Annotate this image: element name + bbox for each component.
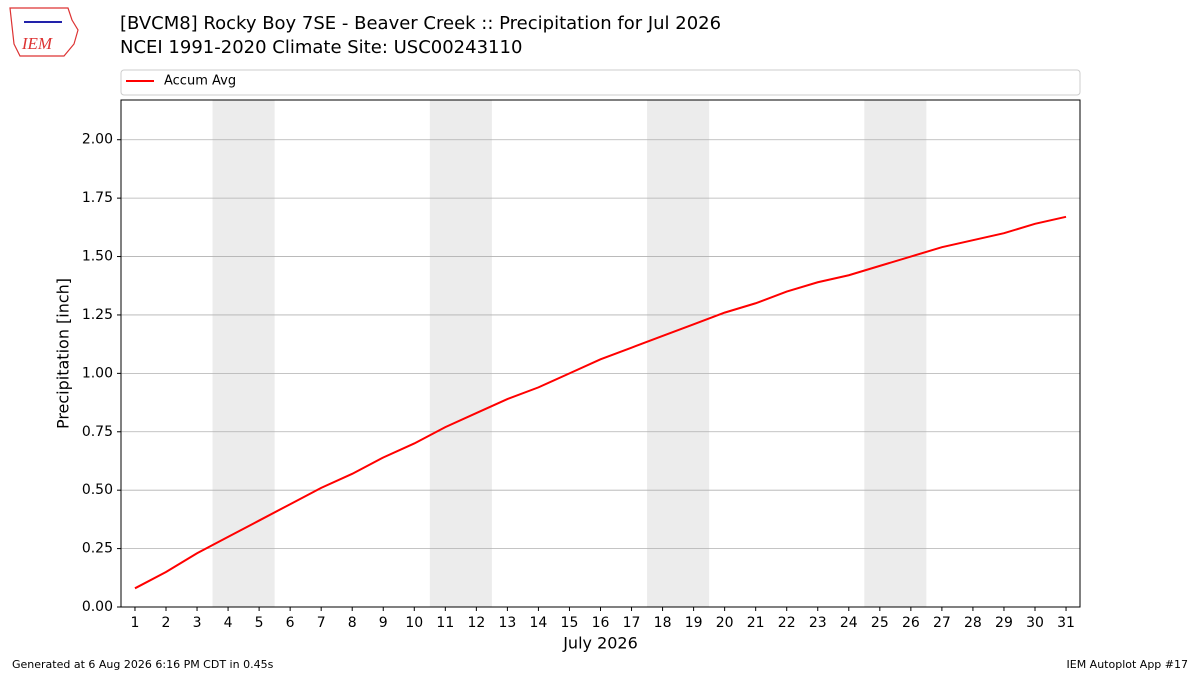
x-tick-label: 26 bbox=[902, 615, 920, 631]
x-tick-label: 17 bbox=[623, 615, 641, 631]
weekend-shade bbox=[212, 100, 275, 607]
x-tick-label: 31 bbox=[1057, 615, 1075, 631]
y-tick-label: 0.00 bbox=[82, 599, 113, 615]
x-tick-label: 29 bbox=[995, 615, 1013, 631]
x-tick-label: 4 bbox=[224, 615, 233, 631]
x-tick-label: 15 bbox=[561, 615, 579, 631]
x-tick-label: 28 bbox=[964, 615, 982, 631]
x-tick-label: 10 bbox=[405, 615, 423, 631]
x-tick-label: 1 bbox=[131, 615, 140, 631]
x-tick-label: 11 bbox=[436, 615, 454, 631]
x-tick-label: 27 bbox=[933, 615, 951, 631]
x-tick-label: 14 bbox=[530, 615, 548, 631]
x-tick-label: 30 bbox=[1026, 615, 1044, 631]
x-tick-label: 6 bbox=[286, 615, 295, 631]
x-tick-label: 13 bbox=[498, 615, 516, 631]
x-tick-label: 5 bbox=[255, 615, 264, 631]
y-tick-label: 1.75 bbox=[82, 190, 113, 206]
x-tick-label: 12 bbox=[467, 615, 485, 631]
legend-box bbox=[120, 69, 1081, 96]
x-tick-label: 2 bbox=[162, 615, 171, 631]
series-line bbox=[134, 215, 1067, 590]
x-tick-label: 16 bbox=[592, 615, 610, 631]
y-tick-label: 0.75 bbox=[82, 424, 113, 440]
y-tick-label: 1.25 bbox=[82, 307, 113, 323]
y-tick-label: 1.00 bbox=[82, 365, 113, 381]
y-tick-label: 0.50 bbox=[82, 482, 113, 498]
x-tick-label: 18 bbox=[654, 615, 672, 631]
chart-title: [BVCM8] Rocky Boy 7SE - Beaver Creek :: … bbox=[120, 13, 721, 34]
footer-right: IEM Autoplot App #17 bbox=[1067, 658, 1189, 671]
x-tick-label: 21 bbox=[747, 615, 765, 631]
logo: IEM bbox=[9, 7, 79, 57]
x-axis-label: July 2026 bbox=[562, 634, 638, 653]
x-tick-label: 22 bbox=[778, 615, 796, 631]
weekend-shade bbox=[429, 100, 492, 607]
plot-frame bbox=[120, 99, 1081, 608]
x-tick-label: 20 bbox=[716, 615, 734, 631]
x-tick-label: 23 bbox=[809, 615, 827, 631]
x-tick-label: 25 bbox=[871, 615, 889, 631]
logo-outline bbox=[9, 7, 79, 57]
x-tick-label: 24 bbox=[840, 615, 858, 631]
x-tick-label: 7 bbox=[317, 615, 326, 631]
x-tick-label: 9 bbox=[379, 615, 388, 631]
y-tick-label: 0.25 bbox=[82, 541, 113, 557]
x-tick-label: 19 bbox=[685, 615, 703, 631]
x-tick-label: 3 bbox=[193, 615, 202, 631]
weekend-shade bbox=[647, 100, 710, 607]
y-tick-label: 1.50 bbox=[82, 249, 113, 265]
y-tick-label: 2.00 bbox=[82, 132, 113, 148]
chart-subtitle: NCEI 1991-2020 Climate Site: USC00243110 bbox=[120, 37, 522, 58]
x-tick-label: 8 bbox=[348, 615, 357, 631]
legend-label: Accum Avg bbox=[164, 74, 236, 89]
weekend-shade bbox=[864, 100, 927, 607]
y-axis-label: Precipitation [inch] bbox=[54, 278, 73, 429]
logo-text: IEM bbox=[21, 34, 53, 53]
footer-left: Generated at 6 Aug 2026 6:16 PM CDT in 0… bbox=[12, 658, 274, 671]
